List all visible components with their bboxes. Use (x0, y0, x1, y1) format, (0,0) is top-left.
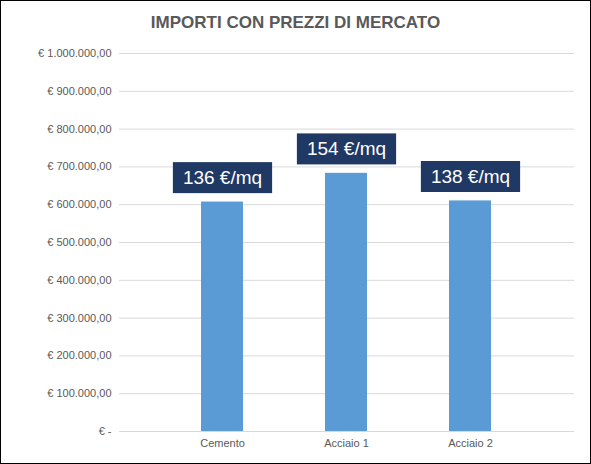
svg-text:138 €/mq: 138 €/mq (431, 166, 510, 187)
svg-text:€ 900.000,00: € 900.000,00 (47, 85, 111, 97)
svg-text:Acciaio 2: Acciaio 2 (448, 437, 493, 449)
svg-text:€ 1.000.000,00: € 1.000.000,00 (38, 47, 111, 59)
svg-text:€ 500.000,00: € 500.000,00 (47, 236, 111, 248)
svg-text:€ 600.000,00: € 600.000,00 (47, 198, 111, 210)
svg-text:€ 300.000,00: € 300.000,00 (47, 312, 111, 324)
svg-text:€ 200.000,00: € 200.000,00 (47, 349, 111, 361)
svg-text:Acciaio 1: Acciaio 1 (324, 437, 369, 449)
svg-text:€ 100.000,00: € 100.000,00 (47, 387, 111, 399)
svg-text:€ 700.000,00: € 700.000,00 (47, 160, 111, 172)
svg-text:€ -: € - (99, 425, 112, 437)
html-text:IMPORTI CON PREZZI DI MERCATO: IMPORTI CON PREZZI DI MERCATO (150, 13, 441, 32)
svg-text:136 €/mq: 136 €/mq (183, 167, 262, 188)
svg-text:€ 400.000,00: € 400.000,00 (47, 274, 111, 286)
svg-text:€ 800.000,00: € 800.000,00 (47, 123, 111, 135)
svg-text:Cemento: Cemento (200, 437, 245, 449)
svg-text:154 €/mq: 154 €/mq (307, 138, 386, 159)
